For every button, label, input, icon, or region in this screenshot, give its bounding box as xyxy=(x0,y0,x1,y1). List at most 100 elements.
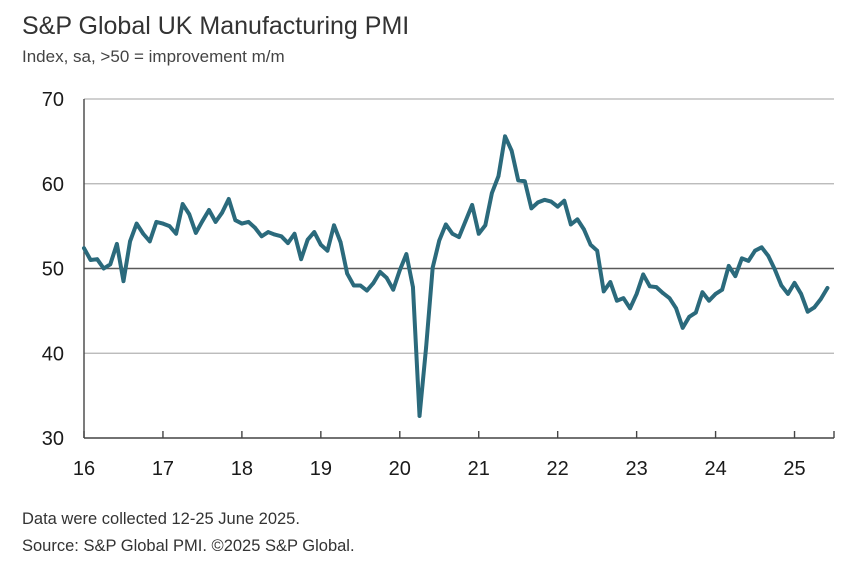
data-point xyxy=(417,414,422,418)
data-point xyxy=(726,264,731,268)
data-point xyxy=(358,283,363,288)
data-point xyxy=(588,242,593,247)
data-point xyxy=(319,242,323,247)
data-point xyxy=(279,234,284,239)
data-point xyxy=(733,274,738,278)
data-point xyxy=(634,292,639,296)
data-point xyxy=(601,289,606,294)
data-point xyxy=(608,280,613,284)
data-point xyxy=(194,231,198,235)
data-point xyxy=(226,197,231,201)
data-point xyxy=(490,191,494,195)
data-point xyxy=(819,297,823,301)
x-axis xyxy=(83,99,835,439)
data-point xyxy=(562,198,567,203)
y-axis-labels: 30 40 50 60 70 xyxy=(42,89,64,450)
data-point xyxy=(95,257,99,261)
data-point xyxy=(88,258,93,262)
data-point xyxy=(628,306,632,311)
gridlines xyxy=(84,98,834,354)
data-point xyxy=(463,219,468,223)
data-point xyxy=(503,134,507,139)
data-point xyxy=(621,296,626,300)
data-point xyxy=(259,234,264,239)
x-axis-labels: 16 17 18 19 20 21 22 23 24 25 xyxy=(73,458,806,480)
data-point xyxy=(444,222,448,227)
data-point xyxy=(325,248,330,253)
data-point xyxy=(825,286,830,290)
x-tick-label-21: 21 xyxy=(468,458,490,480)
data-point xyxy=(292,231,297,236)
data-point xyxy=(779,283,784,288)
x-tick-label-25: 25 xyxy=(783,458,805,480)
data-point xyxy=(654,285,659,289)
data-point xyxy=(615,298,619,303)
data-point xyxy=(200,219,205,223)
data-point xyxy=(772,267,777,272)
data-point xyxy=(128,239,132,244)
data-point xyxy=(180,202,185,206)
data-point xyxy=(707,298,711,303)
source-note: Source: S&P Global PMI. ©2025 S&P Global… xyxy=(22,537,355,555)
data-point xyxy=(220,210,224,215)
data-point xyxy=(661,291,665,295)
data-point xyxy=(680,326,685,330)
data-point xyxy=(694,310,698,315)
data-point xyxy=(299,257,303,261)
data-point xyxy=(740,256,744,261)
data-point xyxy=(411,285,415,289)
data-point xyxy=(371,281,376,285)
data-point xyxy=(365,288,369,293)
y-tick-label-30: 30 xyxy=(42,428,64,450)
data-point xyxy=(542,198,547,202)
x-tick-label-22: 22 xyxy=(547,458,569,480)
data-point xyxy=(187,212,192,217)
chart-title: S&P Global UK Manufacturing PMI xyxy=(22,12,410,40)
data-point xyxy=(812,305,817,310)
x-tick-label-19: 19 xyxy=(310,458,332,480)
data-point xyxy=(351,283,356,288)
data-point xyxy=(799,292,803,296)
data-point xyxy=(496,174,501,178)
data-point xyxy=(233,218,238,222)
data-point xyxy=(332,223,336,228)
data-point xyxy=(759,245,764,250)
data-point xyxy=(470,203,474,207)
data-point xyxy=(305,237,310,242)
data-point xyxy=(667,296,672,300)
data-point xyxy=(272,232,277,237)
data-point xyxy=(575,217,580,222)
series-line-pmi xyxy=(82,134,830,418)
data-point xyxy=(134,221,139,226)
data-point xyxy=(483,223,488,228)
data-point xyxy=(595,248,599,253)
data-point xyxy=(266,230,271,234)
data-point xyxy=(161,221,165,226)
data-point xyxy=(674,306,678,311)
data-point xyxy=(753,248,757,253)
data-point xyxy=(430,265,435,270)
data-point xyxy=(746,259,751,263)
data-point xyxy=(536,200,540,205)
data-point xyxy=(154,220,159,224)
data-point xyxy=(522,179,527,184)
data-point xyxy=(424,345,428,350)
data-point xyxy=(167,224,172,228)
data-point xyxy=(641,272,646,277)
data-point xyxy=(397,268,402,273)
data-point xyxy=(720,287,724,292)
data-point xyxy=(378,270,382,274)
data-point xyxy=(147,239,152,244)
data-point xyxy=(207,208,211,212)
x-tick-label-20: 20 xyxy=(389,458,411,480)
data-point xyxy=(582,227,586,232)
data-point xyxy=(647,284,652,289)
data-point xyxy=(253,226,257,230)
data-point xyxy=(246,220,251,224)
data-point xyxy=(437,238,442,243)
data-point xyxy=(516,178,521,183)
data-point xyxy=(240,221,244,226)
data-point xyxy=(713,292,718,296)
x-tick-label-17: 17 xyxy=(152,458,174,480)
